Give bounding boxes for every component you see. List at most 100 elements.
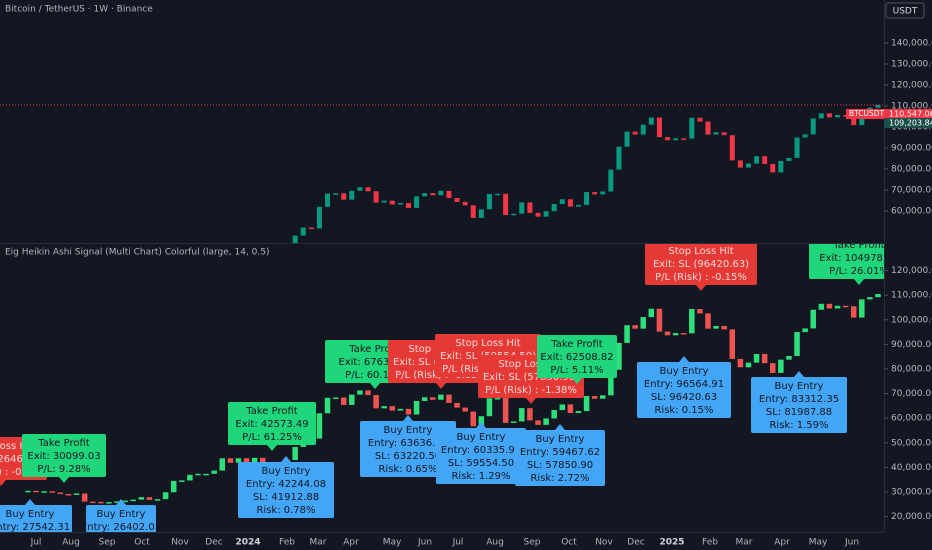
x-tick-label: Feb xyxy=(702,538,718,548)
x-tick-label: Mar xyxy=(736,538,753,548)
candle xyxy=(867,107,873,110)
candle xyxy=(867,297,873,300)
candle xyxy=(413,400,420,415)
candle xyxy=(664,331,671,336)
x-tick-label: Apr xyxy=(774,538,790,548)
candle xyxy=(753,353,760,363)
candle xyxy=(243,458,250,463)
candle xyxy=(624,131,630,147)
signal-text: Risk: 0.78% xyxy=(256,505,315,516)
x-tick-label: Dec xyxy=(205,538,222,548)
signal-text: Buy Entry xyxy=(660,366,709,377)
signal-text: Buy Entry xyxy=(536,434,585,445)
signal-label: Take Profit Exit: 42573.49 P/L: 61.25% xyxy=(228,402,316,451)
candle xyxy=(340,397,347,405)
candle xyxy=(770,163,776,173)
symbol-tag-label: BTCUSDT xyxy=(849,109,885,118)
signal-text: Exit: SL (57850.90) xyxy=(483,372,579,383)
candle xyxy=(535,420,541,425)
candle xyxy=(470,205,476,218)
signal-label: Take Profit Exit: 62508.82 P/L: 5.11% xyxy=(537,335,617,384)
signal-box xyxy=(228,402,316,445)
candle xyxy=(365,390,371,396)
candle xyxy=(761,353,768,364)
candle xyxy=(559,199,565,205)
x-tick-label: 2024 xyxy=(235,538,260,548)
x-tick-label: Jun xyxy=(844,538,859,548)
candle xyxy=(721,325,727,330)
x-tick-label: Apr xyxy=(343,538,359,548)
signal-label: Buy Entry Entry: 63636.83 SL: 63220.50 Risk… xyxy=(360,415,456,477)
signal-text: Buy Entry xyxy=(384,425,433,436)
candle xyxy=(826,113,832,118)
candle xyxy=(211,470,217,474)
candle xyxy=(308,227,314,230)
candle xyxy=(802,328,808,333)
candle xyxy=(154,499,161,501)
x-tick-label: Nov xyxy=(595,538,613,548)
candle xyxy=(349,190,355,200)
x-tick-label: Jun xyxy=(417,538,432,548)
signal-text: SL: 63220.50 xyxy=(375,451,441,462)
candle xyxy=(170,480,177,493)
symbol-tag xyxy=(846,109,884,119)
signal-text: Take Profit xyxy=(550,339,603,350)
x-tick-label: Sep xyxy=(524,538,541,548)
candle xyxy=(818,303,825,310)
candle xyxy=(729,329,736,359)
y-tick-label: 70,000.00 xyxy=(891,389,932,399)
candle xyxy=(470,411,476,427)
candle xyxy=(251,457,258,463)
candle xyxy=(843,115,849,117)
signal-text: P/L: 60.10% xyxy=(345,370,405,381)
candle xyxy=(632,131,638,135)
candle xyxy=(810,309,816,329)
candle xyxy=(502,398,509,423)
candle xyxy=(203,473,209,476)
x-tick-label: May xyxy=(809,538,828,548)
candle xyxy=(754,156,760,164)
signal-text: Take Profit xyxy=(348,344,401,355)
currency-button[interactable] xyxy=(885,2,925,19)
candle xyxy=(656,308,663,332)
signal-text: Stop Loss Hit xyxy=(498,359,563,370)
signal-pointer xyxy=(854,279,864,285)
candle xyxy=(680,333,687,335)
candle xyxy=(227,458,234,463)
candle xyxy=(786,157,792,162)
candle xyxy=(81,493,88,502)
candle xyxy=(325,193,331,207)
candle xyxy=(551,410,557,419)
candle xyxy=(818,113,824,119)
candle xyxy=(486,193,492,210)
y-tick-label: 120,000.00 xyxy=(891,266,932,276)
x-tick-label: Sep xyxy=(99,538,116,548)
signal-pointer xyxy=(572,378,582,384)
candle xyxy=(162,492,169,500)
candle xyxy=(737,160,743,168)
candle xyxy=(478,209,484,218)
signal-text: Risk: 0.15% xyxy=(654,405,713,416)
signal-box xyxy=(537,335,617,378)
signal-text: Exit: 62508.82 xyxy=(540,352,613,363)
signal-label: Take Profit Exit: 104978.43 P/L: 26.01% xyxy=(809,240,885,285)
candle xyxy=(503,193,509,215)
signal-pointer xyxy=(281,456,291,462)
signal-label: Stop Loss Hit Exit: SL (96420.63) P/L (Ris… xyxy=(645,244,757,291)
y-tick-label: 130,000.00 xyxy=(891,59,932,69)
signal-text: SL: 59554.50 xyxy=(448,458,514,469)
currency-label[interactable]: USDT xyxy=(893,7,918,17)
candle xyxy=(454,402,460,408)
candle xyxy=(414,196,420,208)
signal-text: P/L: 9.28% xyxy=(37,464,90,475)
candle xyxy=(106,502,112,504)
candle xyxy=(381,200,387,203)
candle xyxy=(333,193,339,195)
signal-text: Take Profit xyxy=(37,438,90,449)
indicator-title: Eig Heikin Ashi Signal (Multi Chart) Col… xyxy=(5,248,270,258)
candle xyxy=(90,501,96,504)
signal-text: Take Profit xyxy=(832,240,885,251)
signal-text: P/L (Risk) : -1.38% xyxy=(485,385,577,396)
